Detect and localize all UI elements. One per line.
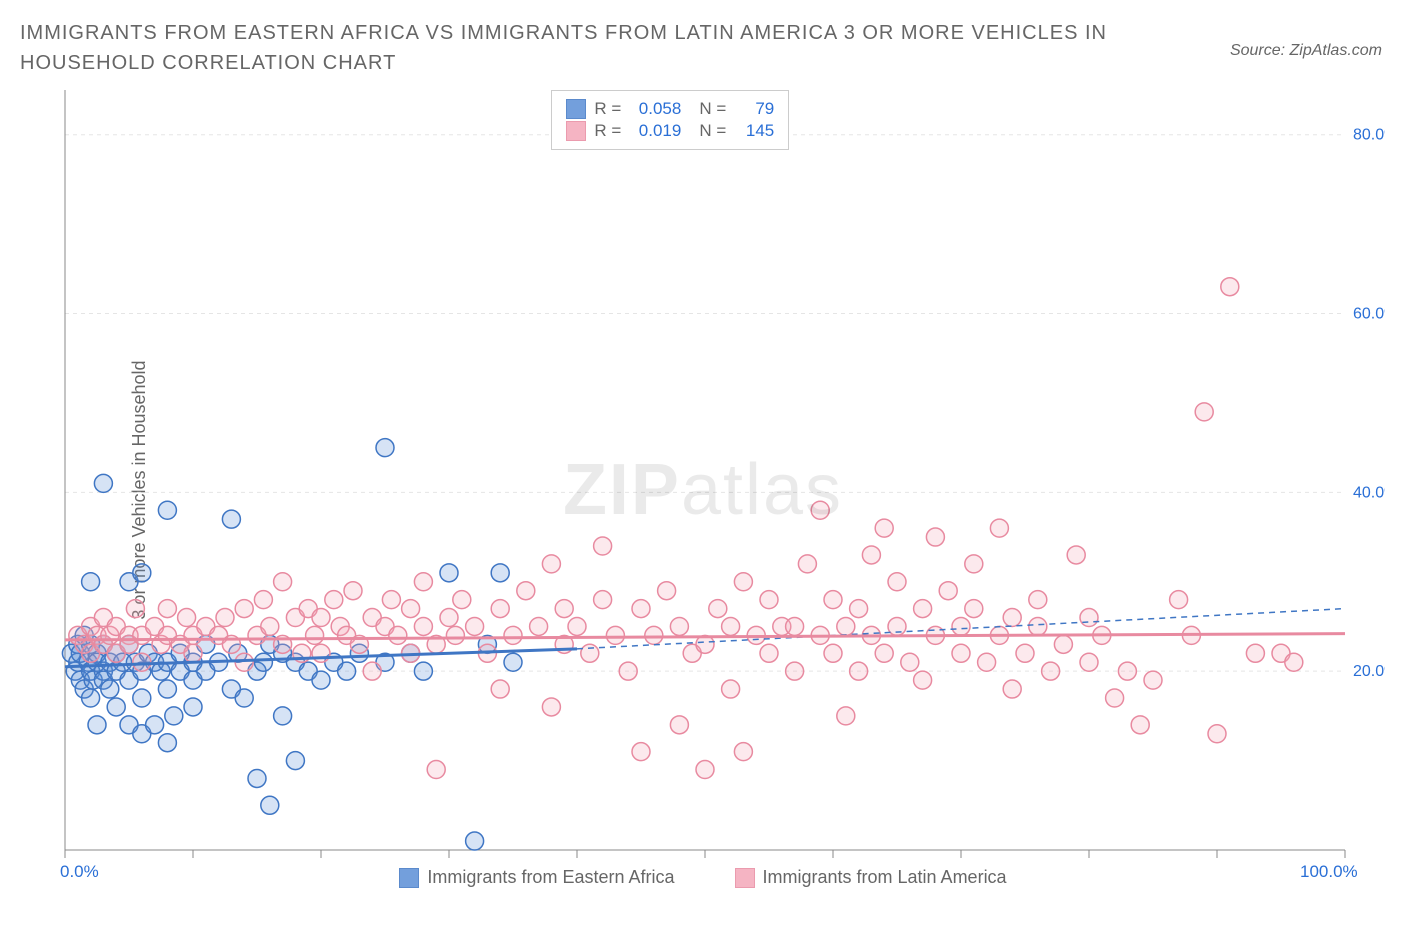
legend-item-1: Immigrants from Eastern Africa	[399, 867, 674, 888]
swatch-series-1b	[399, 868, 419, 888]
legend-label-2: Immigrants from Latin America	[763, 867, 1007, 888]
chart-title: IMMIGRANTS FROM EASTERN AFRICA VS IMMIGR…	[20, 18, 1186, 78]
legend-bottom: Immigrants from Eastern Africa Immigrant…	[20, 867, 1386, 888]
swatch-series-1	[566, 99, 586, 119]
legend-stats-box: R = 0.058 N = 79 R = 0.019 N = 145	[551, 90, 789, 150]
svg-text:20.0%: 20.0%	[1353, 663, 1385, 680]
svg-text:80.0%: 80.0%	[1353, 127, 1385, 144]
legend-label-1: Immigrants from Eastern Africa	[427, 867, 674, 888]
scatter-plot: 20.0% 40.0% 60.0% 80.0%	[20, 90, 1385, 890]
legend-row-2: R = 0.019 N = 145	[566, 121, 774, 141]
swatch-series-2b	[735, 868, 755, 888]
svg-text:60.0%: 60.0%	[1353, 306, 1385, 323]
chart-area: 3 or more Vehicles in Household 20.0%40.…	[20, 90, 1386, 890]
swatch-series-2	[566, 121, 586, 141]
svg-text:40.0%: 40.0%	[1353, 484, 1385, 501]
source-credit: Source: ZipAtlas.com	[1230, 42, 1382, 60]
legend-item-2: Immigrants from Latin America	[735, 867, 1007, 888]
legend-row-1: R = 0.058 N = 79	[566, 99, 774, 119]
